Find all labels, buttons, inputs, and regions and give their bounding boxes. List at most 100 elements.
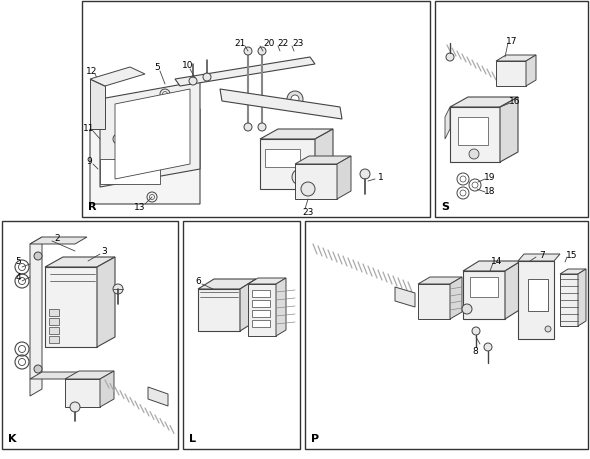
Polygon shape <box>295 157 351 165</box>
Polygon shape <box>450 98 518 108</box>
Circle shape <box>291 96 299 104</box>
Polygon shape <box>560 269 586 274</box>
Text: P: P <box>311 433 319 443</box>
Circle shape <box>292 170 308 185</box>
Text: 4: 4 <box>15 273 21 282</box>
Text: 9: 9 <box>86 157 92 166</box>
Polygon shape <box>450 108 500 162</box>
Circle shape <box>484 343 492 351</box>
Circle shape <box>244 48 252 56</box>
Polygon shape <box>90 80 105 130</box>
Polygon shape <box>45 257 115 268</box>
Polygon shape <box>30 372 87 379</box>
Text: 15: 15 <box>566 250 578 259</box>
Text: 2: 2 <box>54 234 60 243</box>
Circle shape <box>203 74 211 82</box>
Circle shape <box>545 326 551 332</box>
Circle shape <box>469 150 479 160</box>
Bar <box>2 222 178 449</box>
Polygon shape <box>248 285 276 336</box>
Text: L: L <box>189 433 196 443</box>
Polygon shape <box>418 285 450 319</box>
Text: 3: 3 <box>101 247 107 256</box>
Polygon shape <box>248 279 286 285</box>
Text: 14: 14 <box>491 257 503 266</box>
Polygon shape <box>505 262 521 319</box>
Text: 10: 10 <box>182 62 194 70</box>
Polygon shape <box>220 90 342 120</box>
Text: S: S <box>441 202 449 212</box>
Polygon shape <box>65 371 114 379</box>
Text: 1: 1 <box>378 173 384 182</box>
Polygon shape <box>198 280 256 289</box>
Polygon shape <box>240 280 256 331</box>
Polygon shape <box>90 110 200 205</box>
Bar <box>305 222 588 449</box>
Circle shape <box>258 124 266 132</box>
Text: 11: 11 <box>83 124 95 133</box>
Polygon shape <box>260 140 315 190</box>
Polygon shape <box>97 257 115 347</box>
Bar <box>252 310 270 317</box>
Bar <box>470 277 498 297</box>
Polygon shape <box>560 274 578 326</box>
Polygon shape <box>115 90 190 179</box>
Polygon shape <box>260 130 333 140</box>
Text: 8: 8 <box>472 347 478 356</box>
Bar <box>82 2 430 218</box>
Bar <box>183 222 300 449</box>
Text: 19: 19 <box>484 173 496 182</box>
Polygon shape <box>100 371 114 407</box>
Text: 18: 18 <box>484 187 496 196</box>
Bar <box>49 309 59 316</box>
Polygon shape <box>295 165 337 200</box>
Polygon shape <box>315 130 333 190</box>
Circle shape <box>296 174 304 182</box>
Polygon shape <box>90 68 145 87</box>
Circle shape <box>360 170 370 179</box>
Text: K: K <box>8 433 17 443</box>
Text: 12: 12 <box>86 67 98 76</box>
Bar <box>49 327 59 334</box>
Polygon shape <box>463 262 521 271</box>
Polygon shape <box>496 62 526 87</box>
Text: eReplacementParts.com: eReplacementParts.com <box>210 193 380 207</box>
Circle shape <box>189 78 197 86</box>
Polygon shape <box>100 82 200 188</box>
Polygon shape <box>496 56 536 62</box>
Bar <box>49 336 59 343</box>
Polygon shape <box>518 262 554 339</box>
Text: 23: 23 <box>292 39 304 48</box>
Polygon shape <box>276 279 286 336</box>
Polygon shape <box>526 56 536 87</box>
Text: 5: 5 <box>15 257 21 266</box>
Circle shape <box>462 304 472 314</box>
Polygon shape <box>337 157 351 200</box>
Circle shape <box>472 327 480 335</box>
Text: 5: 5 <box>154 63 160 73</box>
Polygon shape <box>578 269 586 326</box>
Text: 7: 7 <box>539 251 545 260</box>
Circle shape <box>70 402 80 412</box>
Bar <box>252 320 270 327</box>
Polygon shape <box>418 277 462 285</box>
Circle shape <box>34 252 42 260</box>
Text: 17: 17 <box>506 36 518 45</box>
Bar <box>252 300 270 308</box>
Circle shape <box>446 54 454 62</box>
Polygon shape <box>500 98 518 162</box>
Circle shape <box>113 285 123 294</box>
Text: 23: 23 <box>302 208 314 217</box>
Polygon shape <box>30 237 42 396</box>
Polygon shape <box>45 268 97 347</box>
Polygon shape <box>445 108 450 140</box>
Polygon shape <box>65 379 100 407</box>
Text: 16: 16 <box>509 96 521 105</box>
Polygon shape <box>463 271 505 319</box>
Bar <box>435 2 588 218</box>
Polygon shape <box>450 277 462 319</box>
Text: 20: 20 <box>263 39 275 48</box>
Bar <box>528 280 548 311</box>
Bar <box>100 160 160 185</box>
Bar <box>252 291 270 297</box>
